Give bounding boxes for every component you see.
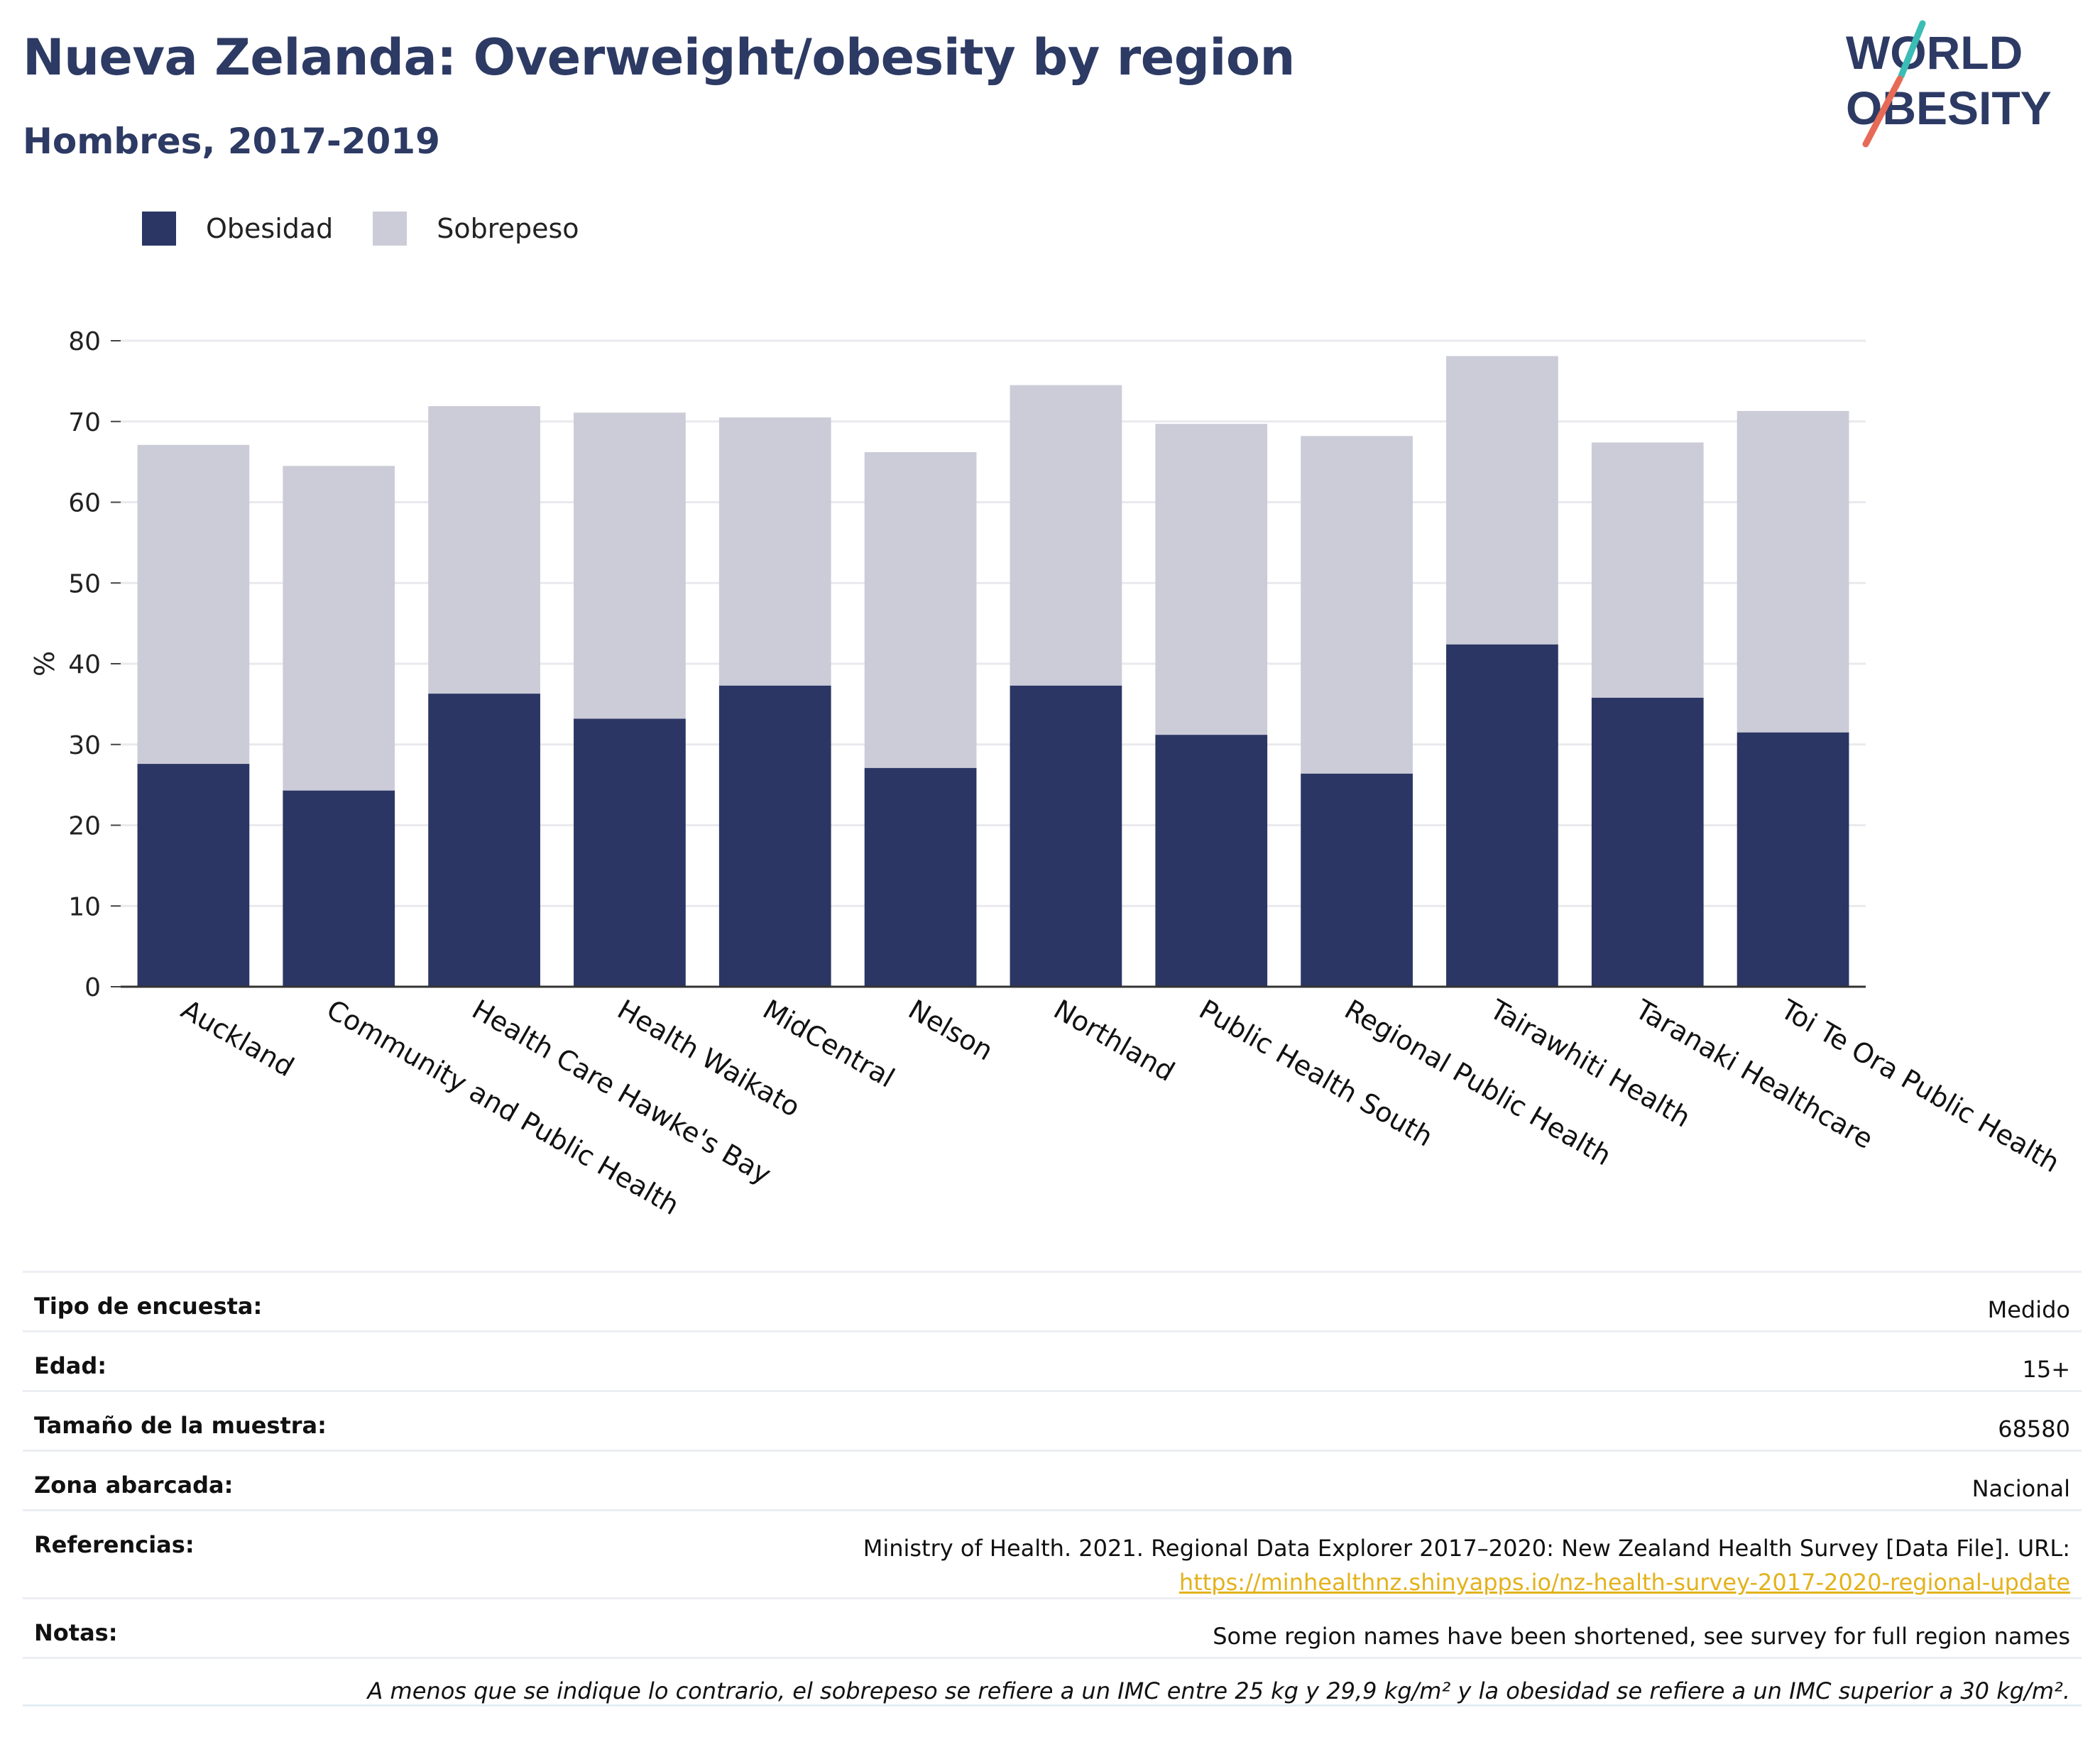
x-tick-label: Public Health South [1194, 994, 1438, 1153]
info-row-survey-type: Tipo de encuesta: Medido [23, 1271, 2082, 1330]
x-tick-label: Nelson [903, 994, 998, 1067]
info-row-age: Edad: 15+ [23, 1330, 2082, 1390]
bar-sobrepeso-taranaki-healthcare [1591, 442, 1704, 698]
x-tick-label: Auckland [176, 994, 300, 1083]
legend-item-sobrepeso[interactable]: Sobrepeso [373, 212, 579, 246]
world-obesity-logo: WORLD OBESITY [1846, 20, 2052, 148]
info-label: Tipo de encuesta: [34, 1293, 263, 1320]
info-value: Some region names have been shortened, s… [1213, 1623, 2070, 1650]
bar-obesidad-community-and-public-health [283, 790, 395, 987]
bar-sobrepeso-midcentral [718, 417, 831, 686]
bar-obesidad-toi-te-ora-public-health [1737, 732, 1849, 987]
x-tick-label: Taranaki Healthcare [1629, 993, 1878, 1155]
bar-sobrepeso-nelson [864, 451, 977, 768]
legend-swatch-sobrepeso [373, 212, 408, 246]
info-label: Referencias: [34, 1531, 195, 1558]
bar-obesidad-health-care-hawke-s-bay [428, 694, 540, 987]
info-label: Zona abarcada: [34, 1472, 234, 1499]
legend-label-obesidad: Obesidad [206, 213, 334, 244]
bar-obesidad-regional-public-health [1301, 773, 1413, 987]
chart-title: Nueva Zelanda: Overweight/obesity by reg… [23, 28, 1295, 87]
logo-text-obesity: OBESITY [1846, 82, 2052, 134]
bar-obesidad-midcentral [718, 685, 831, 987]
y-tick-label: 30 [68, 731, 101, 760]
y-axis-label: % [29, 651, 60, 677]
x-tick-label: Toi Te Ora Public Health [1775, 993, 2065, 1178]
info-value: 15+ [2022, 1356, 2070, 1383]
info-value: 68580 [1998, 1415, 2070, 1442]
info-value-references: Ministry of Health. 2021. Regional Data … [863, 1531, 2070, 1599]
logo-slash-red [1862, 75, 1903, 148]
bar-sobrepeso-tairawhiti-health [1446, 356, 1558, 645]
bar-obesidad-northland [1010, 685, 1122, 987]
info-value: Nacional [1972, 1475, 2070, 1502]
reference-text: Ministry of Health. 2021. Regional Data … [863, 1535, 2070, 1562]
info-label: Notas: [34, 1619, 118, 1646]
x-tick-label: Northland [1049, 994, 1180, 1088]
y-tick-label: 0 [84, 973, 101, 1002]
info-label: Tamaño de la muestra: [34, 1412, 327, 1439]
y-tick-label: 70 [68, 408, 101, 437]
logo-text-world: WORLD [1846, 26, 2023, 79]
legend-label-sobrepeso: Sobrepeso [437, 213, 579, 244]
y-tick-label: 60 [68, 489, 101, 518]
bar-obesidad-nelson [864, 767, 977, 987]
y-tick-label: 20 [68, 812, 101, 841]
bar-sobrepeso-toi-te-ora-public-health [1737, 410, 1849, 733]
logo-slash-teal [1898, 20, 1926, 80]
y-tick-label: 40 [68, 650, 101, 679]
legend-swatch-obesidad [142, 212, 176, 246]
survey-info-table: Tipo de encuesta: Medido Edad: 15+ Tamañ… [23, 1271, 2082, 1707]
bar-obesidad-auckland [137, 764, 250, 987]
chart-subtitle: Hombres, 2017-2019 [23, 121, 440, 162]
info-value: Medido [1987, 1296, 2070, 1323]
bar-obesidad-tairawhiti-health [1446, 644, 1558, 987]
y-tick-label: 50 [68, 569, 101, 598]
info-label: Edad: [34, 1352, 107, 1379]
bar-sobrepeso-community-and-public-health [283, 466, 395, 791]
bar-obesidad-taranaki-healthcare [1591, 697, 1704, 987]
bar-obesidad-health-waikato [574, 718, 686, 987]
legend-item-obesidad[interactable]: Obesidad [142, 212, 333, 246]
info-row-coverage: Zona abarcada: Nacional [23, 1450, 2082, 1509]
info-row-notes: Notas: Some region names have been short… [23, 1597, 2082, 1657]
info-row-references: Referencias: Ministry of Health. 2021. R… [23, 1509, 2082, 1597]
reference-link[interactable]: https://minhealthnz.shinyapps.io/nz-heal… [1178, 1569, 2070, 1596]
x-tick-label: MidCentral [758, 994, 899, 1094]
info-row-sample-size: Tamaño de la muestra: 68580 [23, 1390, 2082, 1450]
bar-obesidad-public-health-south [1155, 735, 1268, 987]
bar-sobrepeso-health-waikato [574, 412, 686, 719]
y-tick-label: 10 [68, 892, 101, 921]
chart-legend: Obesidad Sobrepeso [142, 212, 619, 246]
bar-sobrepeso-auckland [137, 444, 250, 765]
footnote: A menos que se indique lo contrario, el … [23, 1657, 2082, 1707]
x-tick-label: Regional Public Health [1340, 994, 1617, 1172]
bar-sobrepeso-public-health-south [1155, 424, 1268, 735]
bar-sobrepeso-health-care-hawke-s-bay [428, 406, 540, 694]
bar-sobrepeso-regional-public-health [1301, 436, 1413, 774]
bar-sobrepeso-northland [1010, 385, 1122, 686]
y-tick-label: 80 [68, 327, 101, 356]
